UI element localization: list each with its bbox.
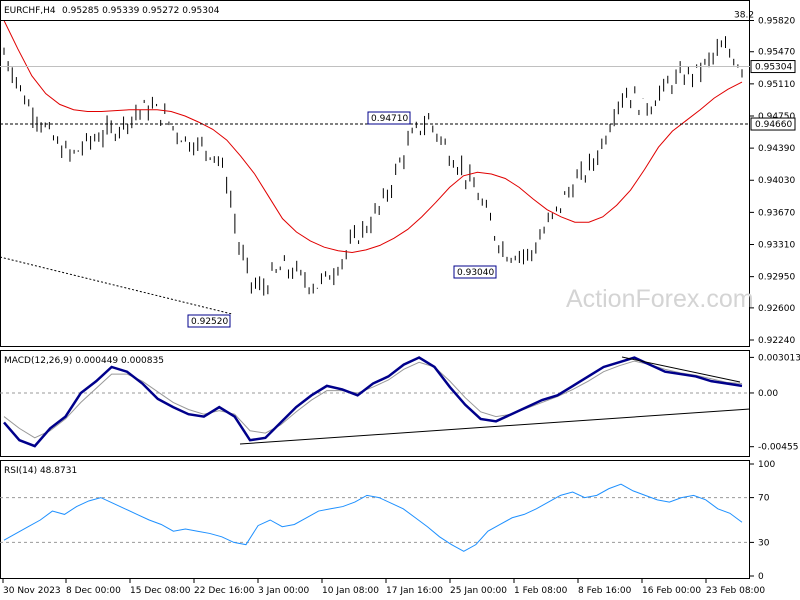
time-tick-label: 15 Dec 08:00 bbox=[130, 586, 191, 596]
rsi-panel-title: RSI(14) 48.8731 bbox=[4, 466, 77, 476]
swing-label: 0.94710 bbox=[371, 114, 408, 124]
price-bars bbox=[3, 36, 743, 296]
rsi-axis-ticks: 100 70 30 0 bbox=[0, 460, 775, 582]
price-ohlc: 0.95285 0.95339 0.95272 0.95304 bbox=[62, 6, 220, 16]
time-tick-label: 8 Feb 16:00 bbox=[578, 586, 632, 596]
rsi-line bbox=[3, 483, 743, 552]
time-tick-label: 25 Jan 00:00 bbox=[450, 586, 507, 596]
price-axis-ticks: 0.95820 0.95470 0.95110 0.94750 0.94390 0.940… bbox=[750, 16, 795, 346]
watermark: ActionForex.com bbox=[566, 285, 754, 313]
price-annotations: 38.2 0.95304 0.94660 0.94710 0.93040 0.92520 bbox=[0, 10, 796, 328]
swing-label-box bbox=[187, 314, 231, 328]
time-tick-label: 16 Feb 00:00 bbox=[642, 586, 701, 596]
time-tick-label: 23 Feb 08:00 bbox=[706, 586, 765, 596]
price-tick-label: 0.94750 bbox=[758, 112, 795, 122]
time-tick-label: 1 Feb 08:00 bbox=[514, 586, 568, 596]
time-axis: 30 Nov 2023 8 Dec 00:00 15 Dec 08:00 22 Dec… bbox=[2, 579, 765, 596]
level-box bbox=[750, 117, 796, 131]
price-tick-label: 0.93670 bbox=[758, 208, 795, 218]
time-tick-label: 22 Dec 16:00 bbox=[194, 586, 255, 596]
time-tick-label: 17 Jan 16:00 bbox=[386, 586, 443, 596]
macd-axis-ticks: 0.003013 0.00 -0.00455 bbox=[0, 353, 800, 453]
price-panel: ActionForex.com EURCHF,H4 0.95285 0.9533… bbox=[0, 0, 796, 347]
macd-tick-label: 0.00 bbox=[758, 389, 778, 399]
macd-support-trendline bbox=[239, 408, 751, 445]
price-tick-label: 0.92600 bbox=[758, 304, 795, 314]
swing-label-box bbox=[453, 265, 497, 279]
price-panel-title: EURCHF,H4 bbox=[4, 6, 56, 16]
current-price-label: 0.95304 bbox=[755, 63, 792, 73]
macd-tick-label: 0.003013 bbox=[758, 353, 800, 363]
macd-line bbox=[3, 356, 743, 448]
price-tick-label: 0.93310 bbox=[758, 241, 795, 251]
macd-panel: MACD(12,26,9) 0.000449 0.000835 0.003013… bbox=[0, 350, 800, 457]
macd-panel-title: MACD(12,26,9) 0.000449 0.000835 bbox=[4, 356, 164, 366]
rsi-tick-label: 0 bbox=[758, 572, 764, 582]
rsi-panel: RSI(14) 48.8731 100 70 30 0 bbox=[0, 460, 775, 582]
rsi-tick-label: 30 bbox=[758, 538, 770, 548]
macd-tick-label: -0.00455 bbox=[758, 443, 798, 453]
moving-average-line bbox=[3, 20, 743, 254]
level-label: 0.94660 bbox=[755, 120, 792, 130]
price-tick-label: 0.95110 bbox=[758, 80, 795, 90]
price-tick-label: 0.92240 bbox=[758, 336, 795, 346]
time-tick-label: 30 Nov 2023 bbox=[3, 586, 61, 596]
price-tick-label: 0.94030 bbox=[758, 176, 795, 186]
fib-38-2-label: 38.2 bbox=[734, 10, 754, 20]
macd-panel-frame bbox=[0, 350, 750, 457]
price-tick-label: 0.95470 bbox=[758, 48, 795, 58]
time-tick-label: 10 Jan 08:00 bbox=[322, 586, 379, 596]
price-tick-label: 0.94390 bbox=[758, 144, 795, 154]
swing-label-box bbox=[367, 111, 411, 125]
swing-label: 0.92520 bbox=[191, 317, 228, 327]
price-tick-label: 0.92950 bbox=[758, 273, 795, 283]
macd-signal-line bbox=[3, 360, 743, 439]
price-panel-frame bbox=[0, 0, 750, 347]
rsi-panel-frame bbox=[0, 460, 750, 579]
current-price-box bbox=[750, 60, 796, 74]
time-tick-label: 3 Jan 00:00 bbox=[258, 586, 310, 596]
swing-label: 0.93040 bbox=[457, 268, 494, 278]
rsi-tick-label: 70 bbox=[758, 494, 770, 504]
time-tick-label: 8 Dec 00:00 bbox=[66, 586, 121, 596]
macd-resistance-trendline bbox=[621, 356, 741, 383]
price-tick-label: 0.95820 bbox=[758, 16, 795, 26]
rsi-tick-label: 100 bbox=[758, 460, 775, 470]
